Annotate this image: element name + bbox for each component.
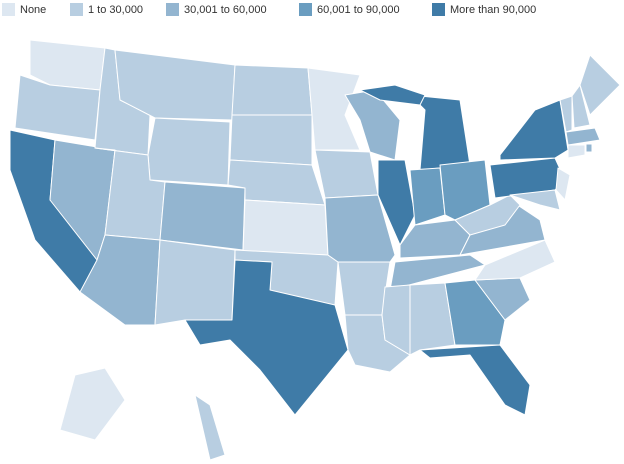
region [359,84,426,106]
region [307,67,361,151]
region [499,99,569,161]
region [377,159,416,246]
region [409,94,471,171]
region [565,127,601,146]
region [194,394,226,461]
region [571,84,591,129]
legend-label: More than 90,000 [450,4,536,16]
legend-swatch [2,3,15,16]
region [567,144,586,159]
region [59,367,126,441]
region [474,239,556,281]
region [231,64,313,116]
legend-label: None [20,4,46,16]
region [409,282,456,356]
region [229,114,313,166]
legend-label: 1 to 30,000 [88,4,143,16]
legend-swatch [432,3,445,16]
legend-label: 60,001 to 90,000 [317,4,400,16]
legend-swatch [299,3,312,16]
region [337,261,391,316]
region [579,54,621,116]
region [314,149,379,199]
region [409,167,446,226]
region [154,239,236,326]
region [555,167,571,201]
region [585,143,593,153]
region [419,344,531,416]
legend-swatch [166,3,179,16]
region [147,117,231,186]
region [381,284,411,356]
region [242,199,329,256]
legend-label: 30,001 to 60,000 [184,4,267,16]
legend-swatch [70,3,83,16]
region [399,219,471,259]
region [444,279,506,346]
region [114,49,236,121]
region [159,181,246,251]
region [509,189,561,211]
region [559,95,573,133]
region [184,259,349,416]
